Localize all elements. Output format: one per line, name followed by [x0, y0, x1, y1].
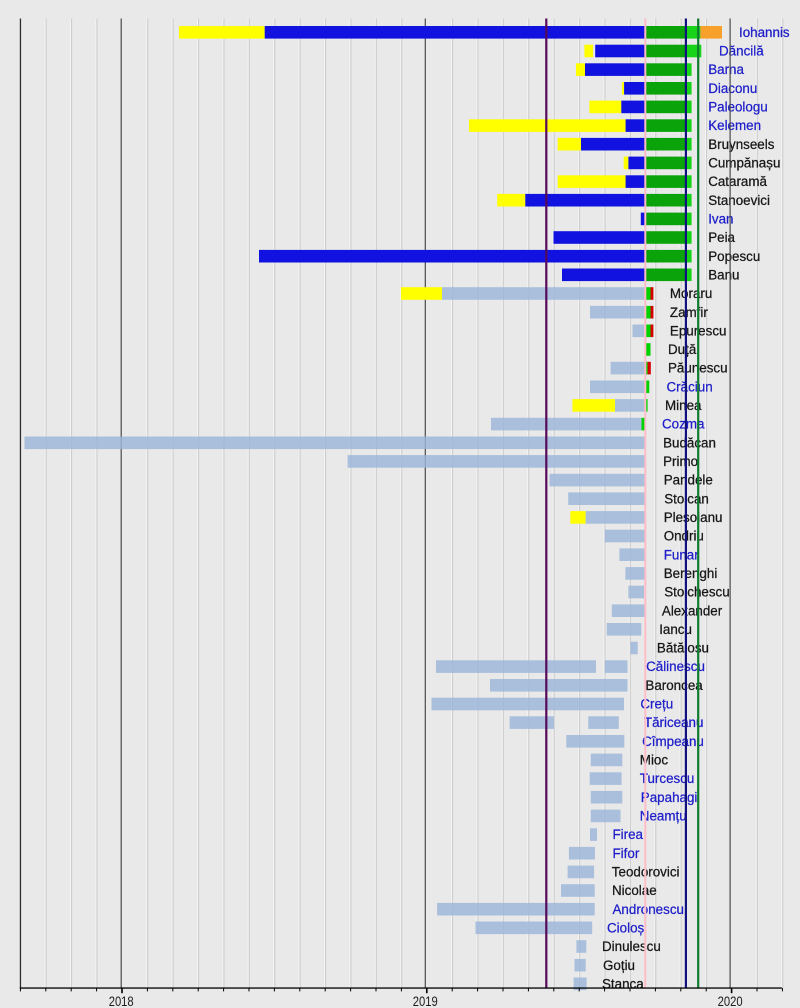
svg-text:Minea: Minea: [665, 398, 702, 413]
svg-text:2019: 2019: [413, 993, 438, 1008]
svg-text:Ondriu: Ondriu: [664, 529, 704, 544]
svg-text:Plesoianu: Plesoianu: [664, 510, 723, 525]
svg-text:Berenghi: Berenghi: [664, 566, 718, 581]
svg-text:Crețu: Crețu: [640, 697, 673, 712]
svg-text:Bruynseels: Bruynseels: [708, 137, 775, 152]
svg-text:Budăcan: Budăcan: [663, 435, 716, 450]
svg-text:Stanca: Stanca: [602, 976, 644, 991]
svg-text:Baroncea: Baroncea: [645, 678, 703, 693]
svg-text:Dinulescu: Dinulescu: [602, 939, 661, 954]
svg-text:Paleologu: Paleologu: [708, 100, 768, 115]
svg-text:Ivan: Ivan: [708, 212, 733, 227]
svg-text:Crăciun: Crăciun: [667, 379, 713, 394]
svg-text:Banu: Banu: [708, 267, 739, 282]
svg-text:Cîmpeanu: Cîmpeanu: [642, 734, 704, 749]
svg-text:Kelemen: Kelemen: [708, 118, 761, 133]
svg-text:Iancu: Iancu: [659, 622, 692, 637]
svg-text:Diaconu: Diaconu: [708, 81, 757, 96]
svg-text:Primo: Primo: [663, 454, 698, 469]
svg-text:Neamțu: Neamțu: [640, 809, 687, 824]
svg-text:Duță: Duță: [668, 342, 697, 357]
svg-text:Stanoevici: Stanoevici: [708, 193, 770, 208]
svg-text:Cataramă: Cataramă: [708, 174, 767, 189]
svg-text:Iohannis: Iohannis: [739, 25, 790, 40]
svg-text:Turcescu: Turcescu: [640, 771, 695, 786]
svg-text:Popescu: Popescu: [708, 249, 760, 264]
svg-text:Stoichescu: Stoichescu: [664, 585, 730, 600]
svg-text:Moraru: Moraru: [670, 286, 712, 301]
svg-text:Alexander: Alexander: [662, 603, 723, 618]
svg-text:Cioloș: Cioloș: [607, 920, 645, 935]
svg-text:Barna: Barna: [708, 62, 744, 77]
svg-text:2018: 2018: [109, 993, 134, 1008]
svg-text:Funar: Funar: [664, 547, 700, 562]
svg-text:Cozma: Cozma: [662, 417, 705, 432]
svg-text:2020: 2020: [718, 993, 743, 1008]
svg-text:Papahagi: Papahagi: [641, 790, 698, 805]
svg-text:Bătăiosu: Bătăiosu: [657, 641, 709, 656]
svg-text:Fifor: Fifor: [613, 846, 640, 861]
svg-text:Nicolae: Nicolae: [612, 883, 657, 898]
svg-text:Andronescu: Andronescu: [613, 902, 684, 917]
svg-text:Firea: Firea: [613, 827, 644, 842]
svg-text:Zamfir: Zamfir: [670, 305, 708, 320]
svg-text:Tăriceanu: Tăriceanu: [644, 715, 704, 730]
svg-text:Mioc: Mioc: [640, 753, 669, 768]
svg-text:Dăncilă: Dăncilă: [719, 44, 764, 59]
svg-text:Goțiu: Goțiu: [603, 958, 635, 973]
svg-text:Pandele: Pandele: [664, 473, 713, 488]
svg-text:Peia: Peia: [708, 230, 735, 245]
svg-text:Călinescu: Călinescu: [646, 659, 705, 674]
svg-text:Cumpănașu: Cumpănașu: [708, 156, 780, 171]
